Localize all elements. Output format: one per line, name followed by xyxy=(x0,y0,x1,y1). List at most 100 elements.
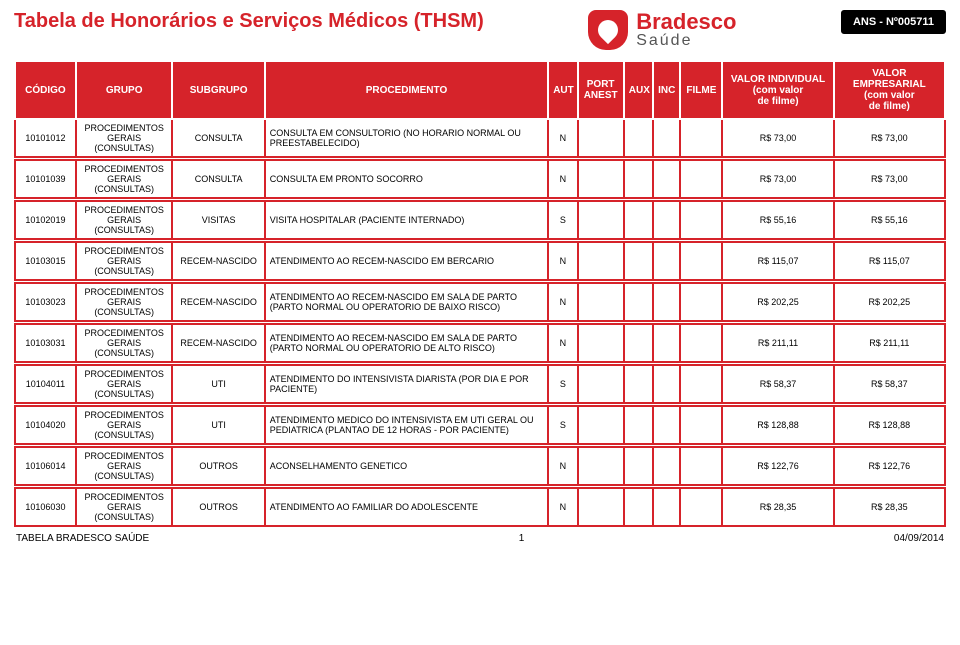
cell-codigo: 10103015 xyxy=(15,242,76,280)
footer-left: TABELA BRADESCO SAÚDE xyxy=(16,533,149,544)
table-row: 10106030PROCEDIMENTOS GERAIS (CONSULTAS)… xyxy=(15,488,945,526)
cell-v_ind: R$ 58,37 xyxy=(722,365,833,403)
cell-codigo: 10103031 xyxy=(15,324,76,362)
cell-aut: N xyxy=(548,447,577,485)
cell-codigo: 10106030 xyxy=(15,488,76,526)
cell-subgrupo: OUTROS xyxy=(172,488,264,526)
table-row: 10103023PROCEDIMENTOS GERAIS (CONSULTAS)… xyxy=(15,283,945,321)
cell-v_ind: R$ 73,00 xyxy=(722,119,833,157)
cell-filme xyxy=(680,488,722,526)
col-header: INC xyxy=(653,61,680,119)
cell-inc xyxy=(653,365,680,403)
cell-inc xyxy=(653,283,680,321)
cell-port xyxy=(578,119,624,157)
cell-aux xyxy=(624,283,653,321)
cell-grupo: PROCEDIMENTOS GERAIS (CONSULTAS) xyxy=(76,447,173,485)
cell-filme xyxy=(680,242,722,280)
cell-procedimento: ATENDIMENTO DO INTENSIVISTA DIARISTA (PO… xyxy=(265,365,548,403)
cell-port xyxy=(578,160,624,198)
cell-v_emp: R$ 122,76 xyxy=(834,447,945,485)
cell-v_ind: R$ 202,25 xyxy=(722,283,833,321)
cell-codigo: 10102019 xyxy=(15,201,76,239)
page-title: Tabela de Honorários e Serviços Médicos … xyxy=(14,10,484,33)
cell-inc xyxy=(653,119,680,157)
cell-v_ind: R$ 115,07 xyxy=(722,242,833,280)
cell-port xyxy=(578,365,624,403)
cell-filme xyxy=(680,283,722,321)
cell-filme xyxy=(680,119,722,157)
table-row: 10102019PROCEDIMENTOS GERAIS (CONSULTAS)… xyxy=(15,201,945,239)
footer-page: 1 xyxy=(519,533,525,544)
cell-subgrupo: RECEM-NASCIDO xyxy=(172,324,264,362)
table-row: 10106014PROCEDIMENTOS GERAIS (CONSULTAS)… xyxy=(15,447,945,485)
cell-grupo: PROCEDIMENTOS GERAIS (CONSULTAS) xyxy=(76,242,173,280)
cell-codigo: 10103023 xyxy=(15,283,76,321)
cell-v_emp: R$ 128,88 xyxy=(834,406,945,444)
cell-grupo: PROCEDIMENTOS GERAIS (CONSULTAS) xyxy=(76,365,173,403)
fees-table: CÓDIGOGRUPOSUBGRUPOPROCEDIMENTOAUTPORT A… xyxy=(14,60,946,527)
cell-v_emp: R$ 115,07 xyxy=(834,242,945,280)
cell-v_ind: R$ 122,76 xyxy=(722,447,833,485)
cell-port xyxy=(578,283,624,321)
ans-badge: ANS - Nº005711 xyxy=(841,10,946,34)
cell-aut: S xyxy=(548,201,577,239)
page-footer: TABELA BRADESCO SAÚDE 1 04/09/2014 xyxy=(14,533,946,544)
cell-v_ind: R$ 73,00 xyxy=(722,160,833,198)
cell-port xyxy=(578,201,624,239)
cell-subgrupo: RECEM-NASCIDO xyxy=(172,242,264,280)
cell-subgrupo: OUTROS xyxy=(172,447,264,485)
cell-v_ind: R$ 128,88 xyxy=(722,406,833,444)
cell-filme xyxy=(680,406,722,444)
cell-filme xyxy=(680,201,722,239)
cell-procedimento: ATENDIMENTO AO RECEM-NASCIDO EM BERCARIO xyxy=(265,242,548,280)
table-body: 10101012PROCEDIMENTOS GERAIS (CONSULTAS)… xyxy=(15,119,945,526)
col-header: FILME xyxy=(680,61,722,119)
cell-grupo: PROCEDIMENTOS GERAIS (CONSULTAS) xyxy=(76,160,173,198)
cell-subgrupo: CONSULTA xyxy=(172,119,264,157)
cell-grupo: PROCEDIMENTOS GERAIS (CONSULTAS) xyxy=(76,119,173,157)
cell-aut: S xyxy=(548,365,577,403)
col-header: CÓDIGO xyxy=(15,61,76,119)
cell-procedimento: CONSULTA EM PRONTO SOCORRO xyxy=(265,160,548,198)
table-row: 10103031PROCEDIMENTOS GERAIS (CONSULTAS)… xyxy=(15,324,945,362)
cell-aut: N xyxy=(548,283,577,321)
cell-port xyxy=(578,447,624,485)
cell-codigo: 10104011 xyxy=(15,365,76,403)
table-row: 10101039PROCEDIMENTOS GERAIS (CONSULTAS)… xyxy=(15,160,945,198)
cell-procedimento: VISITA HOSPITALAR (PACIENTE INTERNADO) xyxy=(265,201,548,239)
cell-inc xyxy=(653,324,680,362)
cell-aut: N xyxy=(548,119,577,157)
brand-line2: Saúde xyxy=(636,33,736,49)
cell-aux xyxy=(624,160,653,198)
cell-aux xyxy=(624,201,653,239)
cell-v_emp: R$ 73,00 xyxy=(834,160,945,198)
brand-line1: Bradesco xyxy=(636,11,736,33)
cell-v_emp: R$ 202,25 xyxy=(834,283,945,321)
cell-codigo: 10101039 xyxy=(15,160,76,198)
cell-aux xyxy=(624,324,653,362)
cell-subgrupo: UTI xyxy=(172,406,264,444)
cell-aux xyxy=(624,119,653,157)
cell-aut: N xyxy=(548,324,577,362)
cell-port xyxy=(578,406,624,444)
cell-grupo: PROCEDIMENTOS GERAIS (CONSULTAS) xyxy=(76,283,173,321)
cell-grupo: PROCEDIMENTOS GERAIS (CONSULTAS) xyxy=(76,406,173,444)
col-header: VALOR EMPRESARIAL (com valor de filme) xyxy=(834,61,945,119)
cell-inc xyxy=(653,242,680,280)
cell-port xyxy=(578,242,624,280)
col-header: AUT xyxy=(548,61,577,119)
cell-aut: N xyxy=(548,160,577,198)
col-header: PROCEDIMENTO xyxy=(265,61,548,119)
cell-inc xyxy=(653,488,680,526)
cell-grupo: PROCEDIMENTOS GERAIS (CONSULTAS) xyxy=(76,488,173,526)
cell-aut: N xyxy=(548,242,577,280)
cell-procedimento: ATENDIMENTO AO RECEM-NASCIDO EM SALA DE … xyxy=(265,283,548,321)
cell-grupo: PROCEDIMENTOS GERAIS (CONSULTAS) xyxy=(76,324,173,362)
cell-filme xyxy=(680,324,722,362)
table-row: 10104011PROCEDIMENTOS GERAIS (CONSULTAS)… xyxy=(15,365,945,403)
cell-procedimento: ATENDIMENTO MEDICO DO INTENSIVISTA EM UT… xyxy=(265,406,548,444)
page-header: Tabela de Honorários e Serviços Médicos … xyxy=(14,10,946,50)
cell-subgrupo: RECEM-NASCIDO xyxy=(172,283,264,321)
table-header: CÓDIGOGRUPOSUBGRUPOPROCEDIMENTOAUTPORT A… xyxy=(15,61,945,119)
cell-aut: S xyxy=(548,406,577,444)
